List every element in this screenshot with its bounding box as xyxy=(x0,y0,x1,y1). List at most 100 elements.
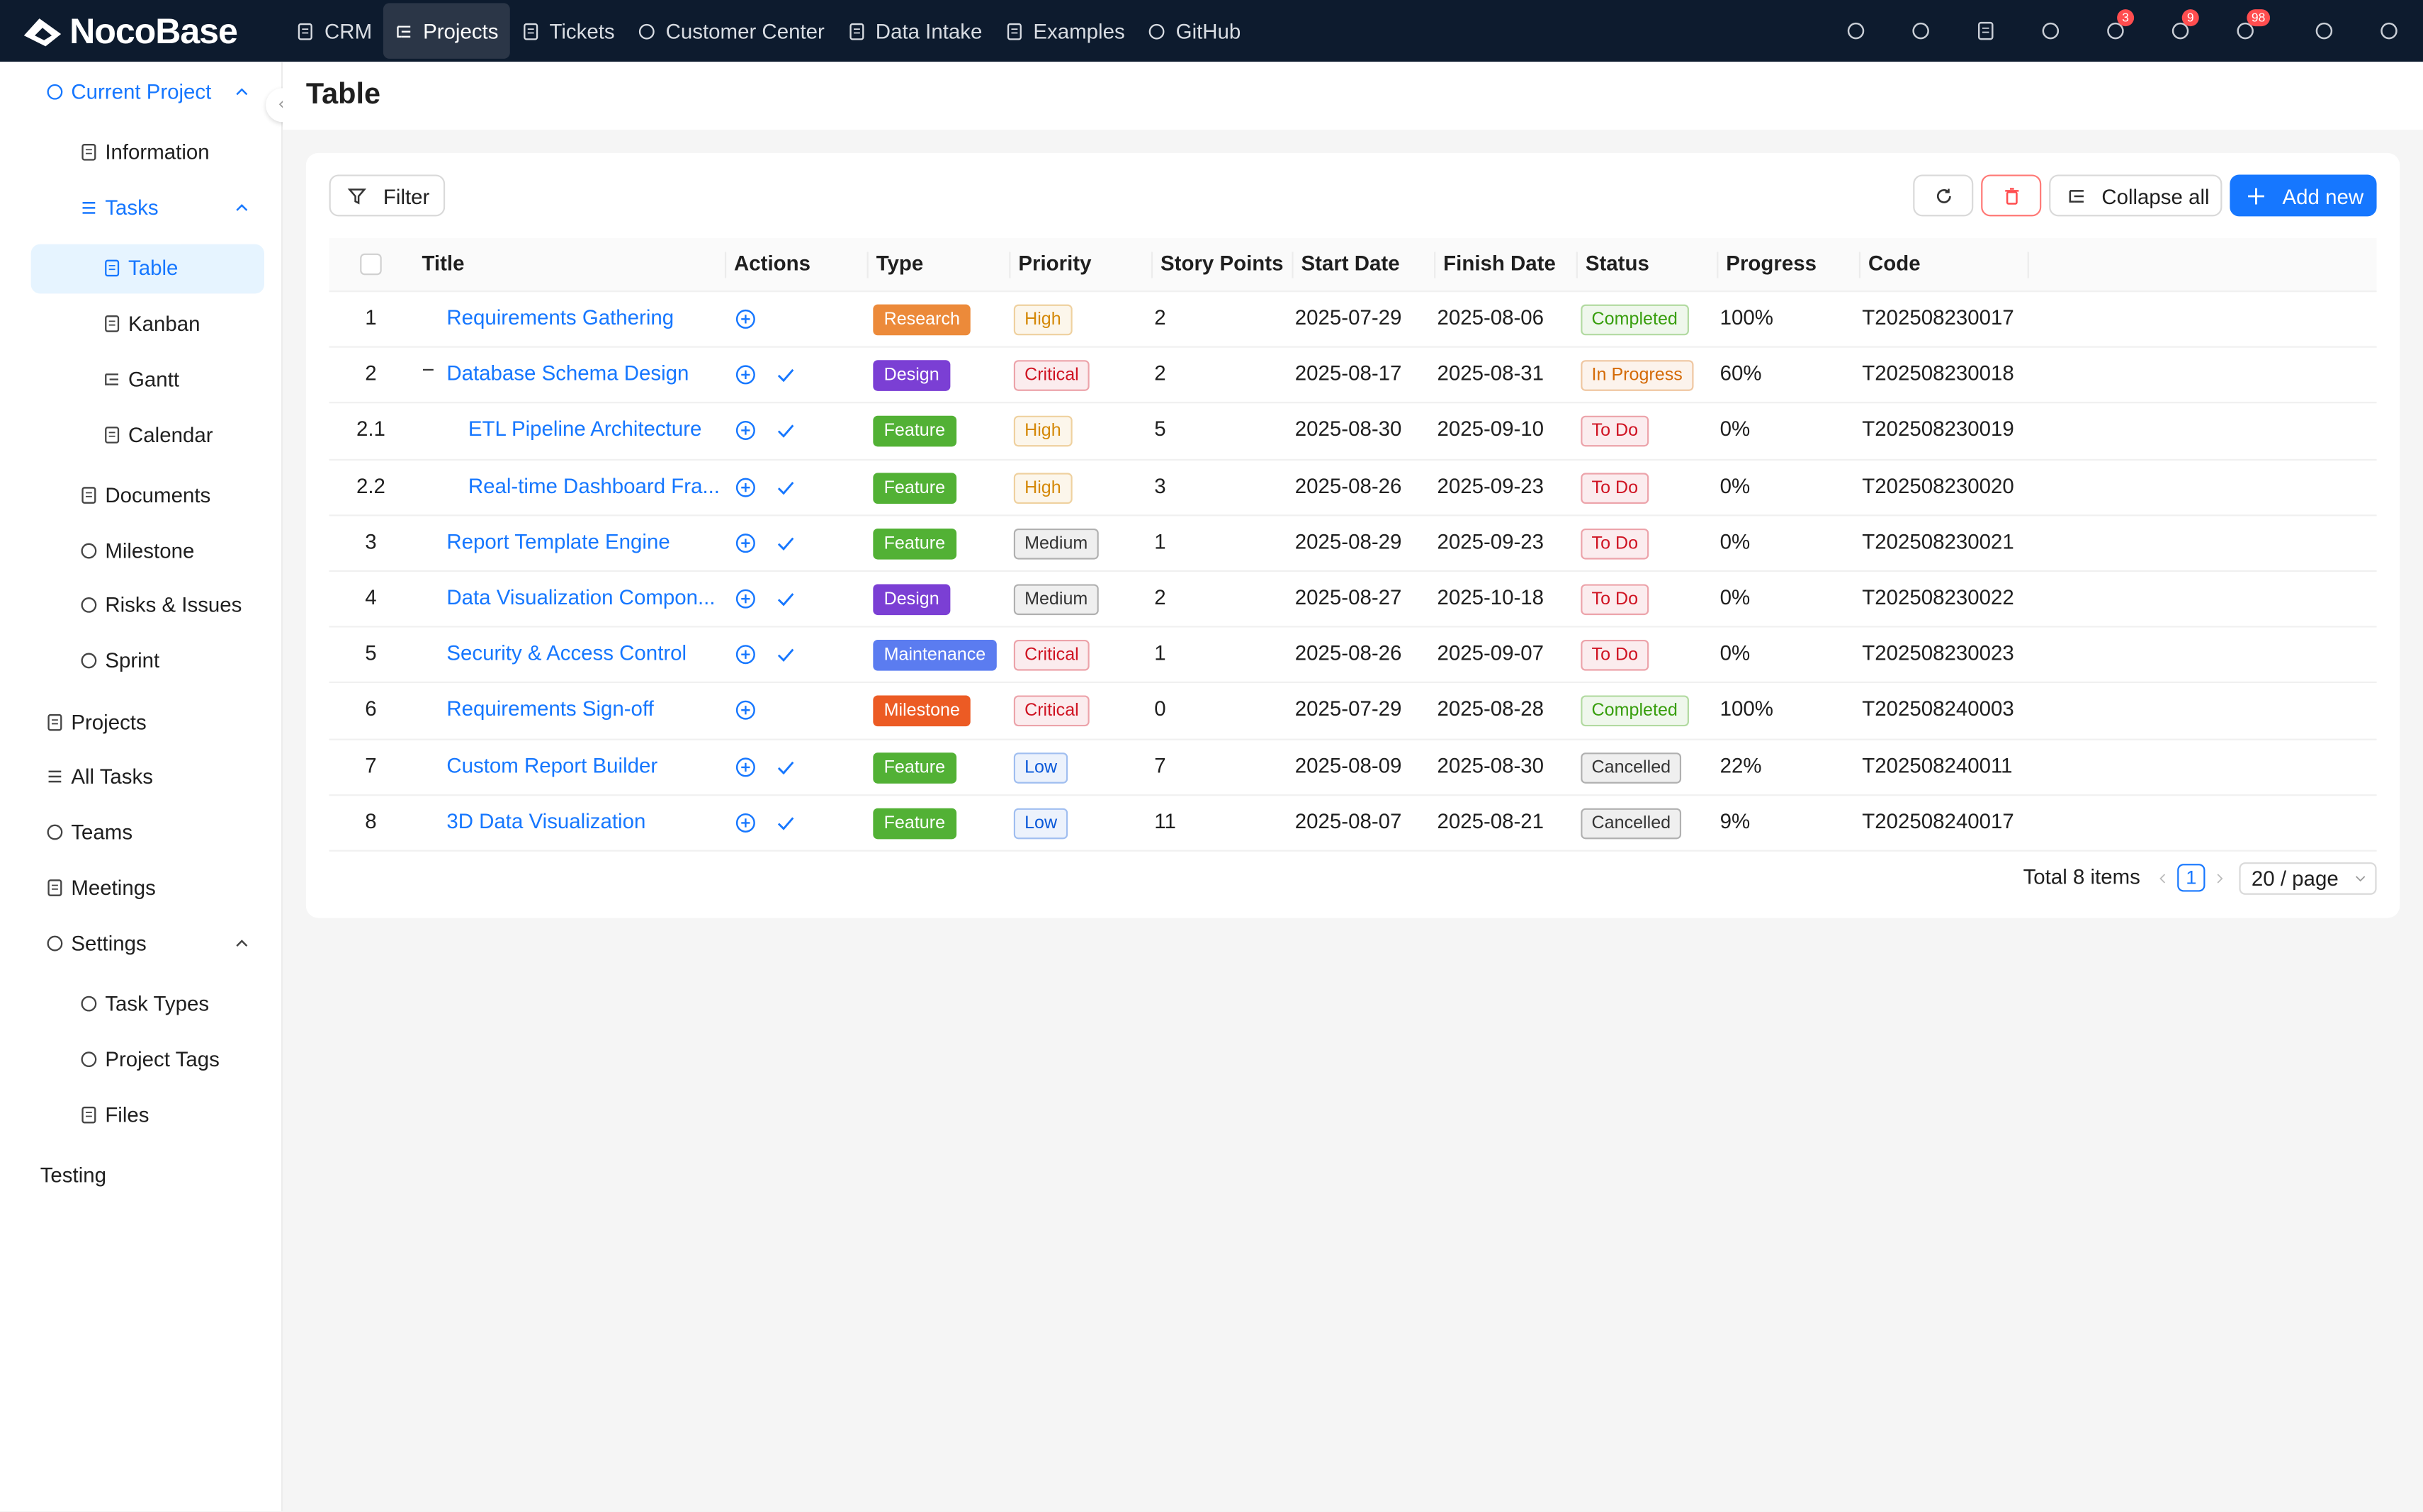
nav-item[interactable]: Tickets xyxy=(509,3,626,59)
menu-item[interactable]: Sprint xyxy=(105,649,160,672)
filter-button[interactable]: Filter xyxy=(329,174,446,217)
menu-item[interactable]: Project Tags xyxy=(105,1047,220,1071)
nav-item[interactable]: Data Intake xyxy=(835,3,993,59)
title-link[interactable]: Requirements Gathering xyxy=(446,305,674,329)
icon-plus[interactable] xyxy=(734,531,757,555)
icon-plus[interactable] xyxy=(734,587,757,611)
icon-box[interactable] xyxy=(1975,20,1996,42)
expand-toggle[interactable]: − xyxy=(422,357,435,383)
title-link[interactable]: Data Visualization Compon... xyxy=(446,585,716,609)
icon-circ[interactable] xyxy=(1845,20,1867,42)
title-link[interactable]: Requirements Sign-off xyxy=(446,697,654,721)
nav-label[interactable]: CRM xyxy=(324,19,373,43)
icon-check[interactable] xyxy=(774,755,798,779)
icon-tree xyxy=(105,373,118,385)
page-size-label[interactable]: 20 / page xyxy=(2251,867,2339,891)
finish-date: 2025-08-06 xyxy=(1437,305,1544,329)
icon-plus[interactable] xyxy=(734,308,757,331)
filter-label[interactable]: Filter xyxy=(383,185,430,209)
title-link[interactable]: Custom Report Builder xyxy=(446,753,658,777)
menu-item[interactable]: Table xyxy=(128,256,179,280)
icon-circ[interactable] xyxy=(2040,20,2062,42)
column-header: Finish Date xyxy=(1443,252,1556,276)
icon-plus[interactable] xyxy=(734,475,757,499)
nav-item[interactable]: Customer Center xyxy=(626,3,835,59)
add-label[interactable]: Add new xyxy=(2282,185,2364,209)
menu-item[interactable]: Settings xyxy=(71,932,147,955)
menu-item[interactable]: Information xyxy=(105,140,210,164)
collapse-button[interactable]: Collapse all xyxy=(2049,174,2223,217)
icon-reload xyxy=(1936,188,1951,203)
story-points: 2 xyxy=(1154,361,1166,385)
menu-item[interactable]: Projects xyxy=(71,711,147,735)
menu-item[interactable]: Risks & Issues xyxy=(105,593,242,617)
icon-circ[interactable] xyxy=(2235,20,2257,42)
icon-circ xyxy=(47,935,63,952)
title-link[interactable]: Report Template Engine xyxy=(446,529,670,553)
nav-label[interactable]: Projects xyxy=(423,19,499,43)
menu-item[interactable]: Teams xyxy=(71,820,133,844)
nav-label[interactable]: Examples xyxy=(1033,19,1125,43)
add-button[interactable]: Add new xyxy=(2230,174,2377,217)
title-link[interactable]: Security & Access Control xyxy=(446,641,687,665)
icon-plus[interactable] xyxy=(734,643,757,667)
menu-item[interactable]: Testing xyxy=(40,1163,107,1187)
icon-check[interactable] xyxy=(774,475,798,499)
title-link[interactable]: Database Schema Design xyxy=(446,361,689,385)
menu-item[interactable]: Documents xyxy=(105,483,211,507)
menu-item[interactable]: Meetings xyxy=(71,876,156,900)
icon-plus[interactable] xyxy=(734,419,757,443)
nav-label[interactable]: GitHub xyxy=(1175,19,1241,43)
table-row: 1 Requirements Gathering Research High 2 2025… xyxy=(329,292,2377,349)
menu-item[interactable]: Gantt xyxy=(128,368,180,391)
refresh-button[interactable] xyxy=(1913,174,1974,217)
nav-item[interactable]: CRM xyxy=(284,3,383,59)
icon-circ[interactable] xyxy=(1910,20,1932,42)
page-size[interactable]: 20 / page xyxy=(2239,862,2377,895)
menu-item[interactable]: Task Types xyxy=(105,992,210,1015)
icon-box xyxy=(47,879,62,896)
title-link[interactable]: Real-time Dashboard Fra... xyxy=(468,473,720,497)
page-button[interactable]: 1 xyxy=(2177,864,2205,892)
icon-circ[interactable] xyxy=(2313,20,2335,42)
menu-item[interactable]: Kanban xyxy=(128,312,200,336)
nav-item[interactable]: GitHub xyxy=(1136,3,1252,59)
icon-circ[interactable] xyxy=(2105,20,2127,42)
delete-button[interactable] xyxy=(1981,174,2042,217)
menu-item[interactable]: Current Project xyxy=(71,80,212,104)
collapse-label[interactable]: Collapse all xyxy=(2101,185,2210,209)
icon-check[interactable] xyxy=(774,587,798,611)
tag: In Progress xyxy=(1581,360,1694,392)
icon-check[interactable] xyxy=(774,811,798,835)
nav-label[interactable]: Tickets xyxy=(549,19,615,43)
icon-plus[interactable] xyxy=(734,755,757,779)
finish-date: 2025-08-31 xyxy=(1437,361,1544,385)
nav-label[interactable]: Data Intake xyxy=(875,19,983,43)
icon-check[interactable] xyxy=(774,531,798,555)
nav-item[interactable]: Examples xyxy=(993,3,1136,59)
icon-circ[interactable] xyxy=(2169,20,2191,42)
menu-item[interactable]: Files xyxy=(105,1103,149,1127)
nav-label[interactable]: Customer Center xyxy=(665,19,825,43)
menu-item[interactable]: All Tasks xyxy=(71,765,153,789)
icon-plus[interactable] xyxy=(734,811,757,835)
icon-check[interactable] xyxy=(774,419,798,443)
finish-date: 2025-09-23 xyxy=(1437,473,1544,497)
menu-item[interactable]: Milestone xyxy=(105,539,195,563)
icon-plus[interactable] xyxy=(734,363,757,387)
logo-text: NocoBase xyxy=(69,10,238,50)
nav-item[interactable]: Projects xyxy=(383,3,509,59)
icon-plus[interactable] xyxy=(734,699,757,723)
icon-check[interactable] xyxy=(774,643,798,667)
row-number: 2.1 xyxy=(356,417,385,441)
title-link[interactable]: ETL Pipeline Architecture xyxy=(468,417,702,441)
menu-item[interactable]: Calendar xyxy=(128,423,213,447)
tag: High xyxy=(1013,304,1072,336)
code: T202508230017 xyxy=(1862,305,2014,329)
icon-check[interactable] xyxy=(774,363,798,387)
title-link[interactable]: 3D Data Visualization xyxy=(446,809,646,833)
icon-circ[interactable] xyxy=(2378,20,2400,42)
checkbox[interactable] xyxy=(360,253,382,276)
menu-item[interactable]: Tasks xyxy=(105,196,159,220)
